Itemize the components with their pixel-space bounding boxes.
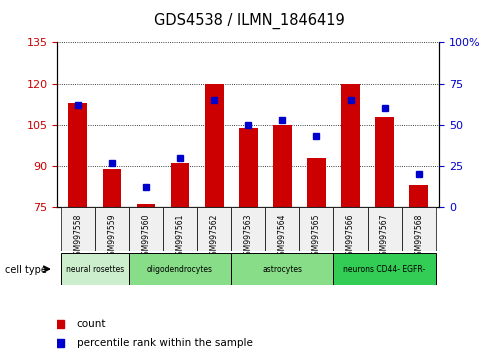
Text: cell type: cell type bbox=[5, 265, 47, 275]
Bar bbox=[299, 207, 333, 251]
Bar bbox=[273, 125, 292, 207]
Bar bbox=[409, 185, 428, 207]
Text: oligodendrocytes: oligodendrocytes bbox=[147, 264, 213, 274]
Bar bbox=[205, 84, 224, 207]
Bar bbox=[341, 84, 360, 207]
Bar bbox=[61, 207, 95, 251]
Bar bbox=[129, 207, 163, 251]
Text: GSM997561: GSM997561 bbox=[176, 214, 185, 260]
Bar bbox=[103, 169, 121, 207]
Text: GSM997565: GSM997565 bbox=[312, 214, 321, 260]
Bar bbox=[68, 103, 87, 207]
Bar bbox=[129, 253, 231, 285]
Bar bbox=[402, 207, 436, 251]
Bar bbox=[61, 253, 129, 285]
Text: percentile rank within the sample: percentile rank within the sample bbox=[77, 338, 252, 348]
Bar bbox=[265, 207, 299, 251]
Bar bbox=[231, 207, 265, 251]
Text: GSM997566: GSM997566 bbox=[346, 214, 355, 260]
Text: GSM997558: GSM997558 bbox=[73, 214, 82, 260]
Bar bbox=[95, 207, 129, 251]
Bar bbox=[239, 127, 257, 207]
Text: GSM997562: GSM997562 bbox=[210, 214, 219, 260]
Text: neural rosettes: neural rosettes bbox=[66, 264, 124, 274]
Text: GSM997568: GSM997568 bbox=[414, 214, 423, 260]
Bar bbox=[375, 116, 394, 207]
Bar bbox=[137, 204, 155, 207]
Bar bbox=[368, 207, 402, 251]
Bar bbox=[163, 207, 197, 251]
Text: GSM997567: GSM997567 bbox=[380, 214, 389, 260]
Bar bbox=[307, 158, 326, 207]
Text: neurons CD44- EGFR-: neurons CD44- EGFR- bbox=[343, 264, 426, 274]
Bar bbox=[197, 207, 231, 251]
Text: GSM997563: GSM997563 bbox=[244, 214, 253, 260]
Text: count: count bbox=[77, 319, 106, 329]
Bar bbox=[333, 253, 436, 285]
Text: GSM997560: GSM997560 bbox=[142, 214, 151, 260]
Bar bbox=[333, 207, 368, 251]
Text: GDS4538 / ILMN_1846419: GDS4538 / ILMN_1846419 bbox=[154, 12, 345, 29]
Bar bbox=[171, 163, 190, 207]
Bar bbox=[231, 253, 333, 285]
Text: astrocytes: astrocytes bbox=[262, 264, 302, 274]
Text: GSM997559: GSM997559 bbox=[107, 214, 116, 260]
Text: GSM997564: GSM997564 bbox=[278, 214, 287, 260]
